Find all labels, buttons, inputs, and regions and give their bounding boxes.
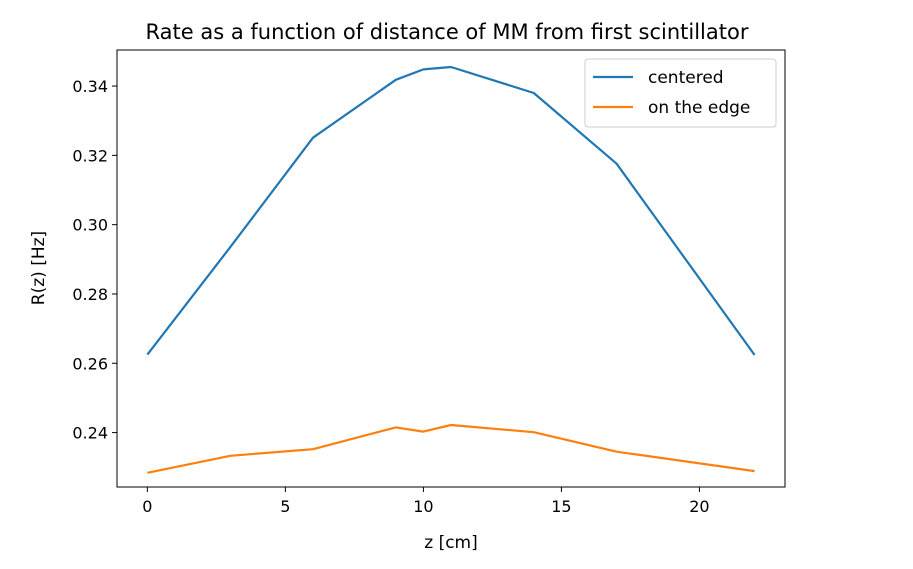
x-tick-label: 0 xyxy=(142,497,152,516)
x-axis: 0 5 10 15 20 xyxy=(142,487,710,516)
series-group xyxy=(146,65,756,474)
x-tick-label: 15 xyxy=(551,497,571,516)
y-tick-label: 0.24 xyxy=(72,424,108,443)
y-tick-label: 0.28 xyxy=(72,285,108,304)
series-line-centered xyxy=(146,65,756,356)
x-tick-label: 5 xyxy=(280,497,290,516)
y-axis: 0.24 0.26 0.28 0.30 0.32 0.34 xyxy=(72,77,117,443)
chart-title: Rate as a function of distance of MM fro… xyxy=(146,20,749,44)
y-axis-label: R(z) [Hz] xyxy=(29,231,49,305)
legend-label-on-the-edge: on the edge xyxy=(648,98,750,118)
y-tick-label: 0.34 xyxy=(72,77,108,96)
plot-frame xyxy=(116,49,786,488)
x-tick-label: 20 xyxy=(689,497,709,516)
legend-label-centered: centered xyxy=(648,68,724,88)
x-tick-label: 10 xyxy=(413,497,433,516)
series-line-on-the-edge xyxy=(147,423,755,474)
y-tick-label: 0.32 xyxy=(72,146,108,165)
y-tick-label: 0.26 xyxy=(72,354,108,373)
x-axis-label: z [cm] xyxy=(424,533,478,553)
y-tick-label: 0.30 xyxy=(72,216,108,235)
legend: centered on the edge xyxy=(584,58,777,128)
